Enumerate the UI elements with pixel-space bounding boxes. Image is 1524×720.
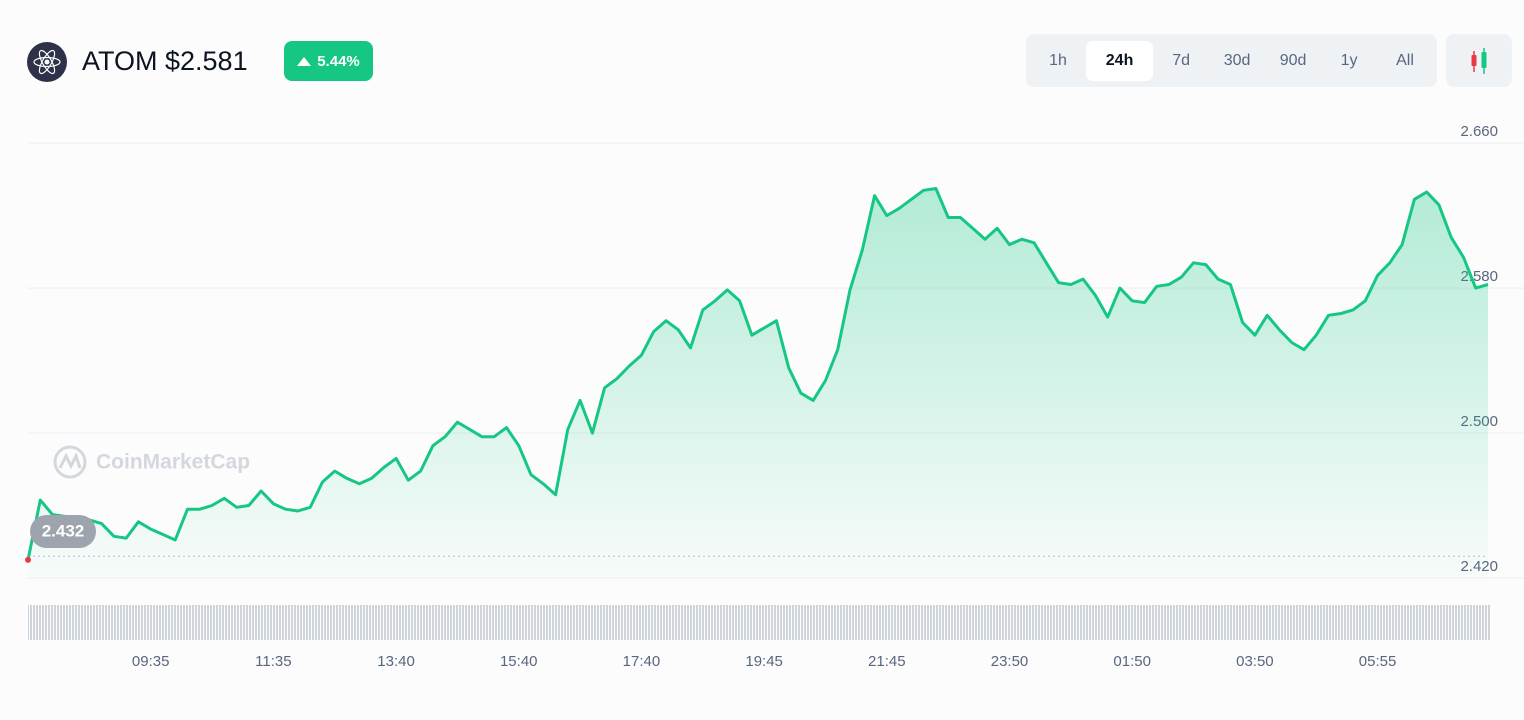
x-tick-label: 03:50	[1236, 653, 1274, 670]
x-tick-label: 19:45	[745, 653, 783, 670]
range-button[interactable]: 30d	[1223, 51, 1251, 69]
range-button[interactable]: 7d	[1172, 51, 1191, 69]
x-tick-label: 01:50	[1113, 653, 1151, 670]
candle-toggle[interactable]	[1446, 34, 1512, 87]
open-price-pill	[30, 515, 96, 548]
watermark-text: CoinMarketCap	[96, 451, 250, 474]
open-price-label: 2.432	[42, 521, 85, 540]
change-value: 5.44%	[317, 52, 360, 70]
x-tick-label: 21:45	[868, 653, 906, 670]
watermark: CoinMarketCap	[53, 445, 250, 479]
candle-icon	[1471, 48, 1487, 74]
range-button[interactable]: 90d	[1279, 51, 1307, 69]
range-button[interactable]: 1y	[1340, 51, 1358, 69]
change-badge: 5.44%	[284, 41, 373, 81]
x-tick-label: 13:40	[377, 653, 415, 670]
range-button[interactable]: All	[1396, 51, 1414, 69]
x-tick-label: 23:50	[991, 653, 1029, 670]
x-tick-label: 15:40	[500, 653, 538, 670]
x-tick-label: 11:35	[255, 653, 291, 670]
start-dot	[25, 556, 31, 563]
volume-bars	[28, 605, 1490, 640]
range-selector: 1h 24h 7d 30d 90d 1y All	[1026, 34, 1437, 87]
range-button[interactable]: 24h	[1085, 40, 1154, 81]
x-tick-label: 09:35	[132, 653, 170, 670]
x-tick-label: 17:40	[623, 653, 661, 670]
price-line	[26, 187, 1489, 561]
range-button[interactable]: 1h	[1049, 51, 1067, 69]
x-tick-label: 05:55	[1359, 653, 1397, 670]
logo	[27, 42, 67, 82]
y-tick-label: 2.660	[1460, 123, 1498, 140]
up-arrow	[297, 56, 312, 66]
asset-title: ATOM $2.581	[82, 46, 248, 76]
area-fill	[28, 188, 1488, 578]
